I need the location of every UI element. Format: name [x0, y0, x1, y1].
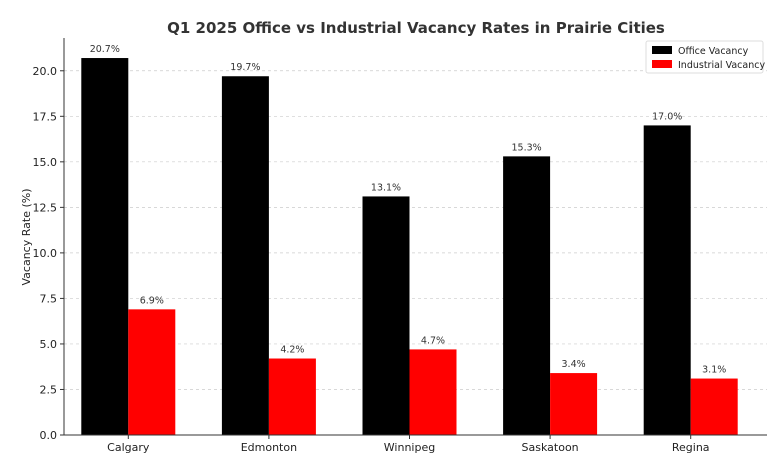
bar-industrial-vacancy-calgary	[128, 309, 176, 435]
x-tick-label: Winnipeg	[384, 441, 435, 454]
legend-label: Office Vacancy	[678, 46, 749, 57]
legend-swatch	[652, 60, 672, 68]
y-tick-label: 5.0	[40, 338, 58, 351]
chart-title: Q1 2025 Office vs Industrial Vacancy Rat…	[167, 19, 665, 37]
y-tick-label: 10.0	[33, 247, 58, 260]
x-tick-label: Edmonton	[241, 441, 297, 454]
bar-office-vacancy-winnipeg	[362, 196, 410, 435]
data-label: 13.1%	[371, 182, 401, 193]
data-label: 15.3%	[512, 142, 542, 153]
y-tick-label: 7.5	[40, 292, 58, 305]
y-tick-label: 17.5	[33, 110, 58, 123]
data-label: 4.7%	[421, 335, 445, 346]
bar-industrial-vacancy-regina	[690, 378, 738, 435]
data-label: 20.7%	[90, 44, 120, 55]
data-label: 6.9%	[140, 295, 164, 306]
data-label: 3.4%	[562, 359, 586, 370]
legend: Office Vacancy Industrial Vacancy	[645, 40, 765, 74]
x-tick-label: Calgary	[107, 441, 150, 454]
data-label: 3.1%	[702, 365, 726, 376]
axes: 0.0 2.5 5.0 7.5 10.0 12.5 15.0 17.5 20.0 Calgary E…	[33, 38, 767, 454]
bars	[81, 58, 738, 436]
legend-swatch	[652, 46, 672, 54]
data-labels: 20.7% 6.9% 19.7% 4.2% 13.1% 4.7% 15.3% 3.4% 17.0…	[90, 44, 727, 376]
y-tick-label: 20.0	[33, 65, 58, 78]
x-tick-label: Regina	[672, 441, 710, 454]
bar-office-vacancy-saskatoon	[503, 156, 551, 435]
x-tick-label: Saskatoon	[522, 441, 579, 454]
data-label: 17.0%	[652, 111, 682, 122]
bar-industrial-vacancy-edmonton	[268, 358, 316, 435]
y-tick-label: 2.5	[40, 383, 58, 396]
y-tick-label: 12.5	[33, 201, 58, 214]
legend-box	[645, 40, 764, 74]
y-tick-label: 0.0	[40, 429, 58, 442]
bar-office-vacancy-regina	[643, 125, 691, 435]
legend-label: Industrial Vacancy	[678, 60, 765, 71]
data-label: 4.2%	[280, 345, 304, 356]
data-label: 19.7%	[230, 62, 260, 73]
bar-office-vacancy-calgary	[81, 58, 129, 436]
y-axis-label: Vacancy Rate (%)	[20, 189, 33, 286]
bar-industrial-vacancy-winnipeg	[409, 349, 457, 435]
y-tick-label: 15.0	[33, 156, 58, 169]
bar-office-vacancy-edmonton	[221, 76, 269, 436]
bar-industrial-vacancy-saskatoon	[550, 373, 598, 435]
